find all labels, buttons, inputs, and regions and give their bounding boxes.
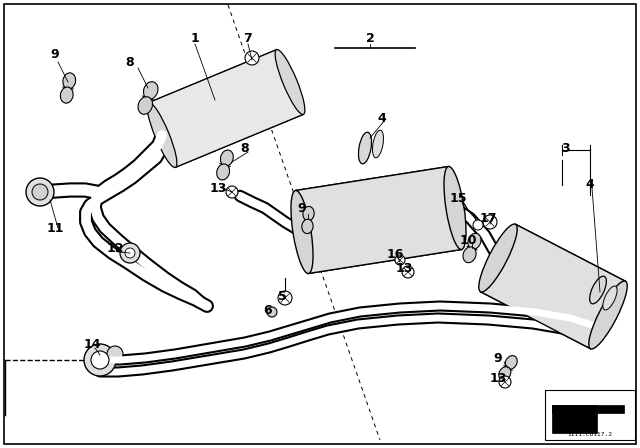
- Ellipse shape: [358, 132, 372, 164]
- Ellipse shape: [499, 367, 511, 380]
- Ellipse shape: [303, 207, 314, 221]
- Text: 6: 6: [264, 303, 272, 316]
- Text: 9: 9: [298, 202, 307, 215]
- Text: 4: 4: [586, 178, 595, 191]
- Ellipse shape: [147, 103, 177, 168]
- Circle shape: [473, 220, 483, 230]
- Circle shape: [402, 266, 414, 278]
- Circle shape: [267, 307, 277, 317]
- Circle shape: [26, 178, 54, 206]
- Ellipse shape: [138, 97, 152, 114]
- Text: 13: 13: [490, 371, 507, 384]
- Text: 1111.C8117.2: 1111.C8117.2: [568, 432, 612, 438]
- Text: 16: 16: [387, 249, 404, 262]
- Circle shape: [84, 344, 116, 376]
- Polygon shape: [481, 224, 625, 349]
- Circle shape: [278, 291, 292, 305]
- Text: 8: 8: [125, 56, 134, 69]
- Text: 3: 3: [561, 142, 570, 155]
- Circle shape: [120, 243, 140, 263]
- Ellipse shape: [143, 82, 158, 99]
- Ellipse shape: [468, 233, 481, 249]
- Ellipse shape: [302, 219, 313, 233]
- Ellipse shape: [603, 286, 617, 310]
- Circle shape: [125, 248, 135, 258]
- Ellipse shape: [444, 167, 466, 250]
- Circle shape: [107, 346, 123, 362]
- Text: 10: 10: [460, 233, 477, 246]
- Circle shape: [245, 51, 259, 65]
- Circle shape: [91, 351, 109, 369]
- Text: 9: 9: [51, 48, 60, 61]
- Text: 17: 17: [479, 211, 497, 224]
- Text: 2: 2: [365, 31, 374, 44]
- Ellipse shape: [589, 276, 606, 304]
- Text: 4: 4: [378, 112, 387, 125]
- Ellipse shape: [372, 130, 383, 158]
- Polygon shape: [148, 50, 303, 168]
- Text: 15: 15: [449, 191, 467, 204]
- Circle shape: [395, 255, 405, 265]
- Circle shape: [226, 186, 238, 198]
- Text: 7: 7: [244, 31, 252, 44]
- Ellipse shape: [505, 356, 517, 369]
- Text: 12: 12: [106, 241, 124, 254]
- Text: 8: 8: [241, 142, 250, 155]
- Text: 5: 5: [278, 289, 286, 302]
- Circle shape: [32, 184, 48, 200]
- Bar: [552, 405, 624, 413]
- Ellipse shape: [60, 87, 73, 103]
- Ellipse shape: [291, 190, 313, 274]
- Ellipse shape: [479, 224, 517, 292]
- Bar: [552, 405, 597, 433]
- Ellipse shape: [220, 150, 234, 166]
- Text: 1: 1: [191, 31, 200, 44]
- Ellipse shape: [275, 50, 305, 114]
- Text: 11: 11: [46, 221, 64, 234]
- Ellipse shape: [589, 281, 627, 349]
- Ellipse shape: [63, 73, 76, 89]
- Ellipse shape: [463, 247, 476, 263]
- Text: 13: 13: [209, 181, 227, 194]
- Polygon shape: [296, 167, 461, 273]
- Text: 13: 13: [396, 262, 413, 275]
- Text: 14: 14: [83, 339, 100, 352]
- Bar: [545, 390, 635, 440]
- Circle shape: [499, 376, 511, 388]
- Circle shape: [483, 215, 497, 229]
- Text: 9: 9: [493, 352, 502, 365]
- Ellipse shape: [217, 164, 230, 180]
